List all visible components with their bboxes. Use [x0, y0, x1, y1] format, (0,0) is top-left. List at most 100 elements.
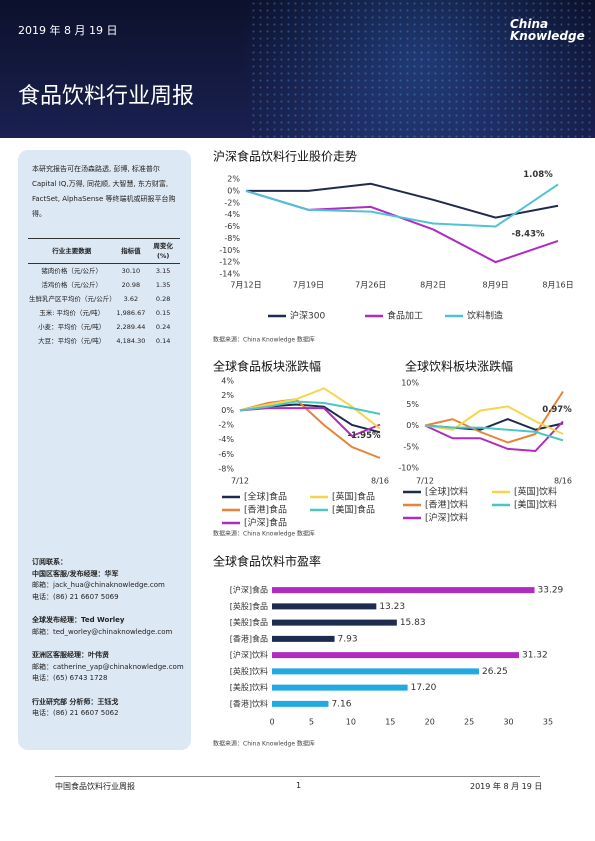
- y-tick-label: [美股]食品: [230, 617, 268, 627]
- legend-label: [英国]食品: [332, 491, 375, 503]
- y-tick-label: -12%: [219, 258, 240, 267]
- contact-role: 订阅联系：: [32, 558, 67, 566]
- bar: [272, 652, 519, 659]
- table-cell: 1.35: [155, 281, 171, 289]
- x-tick-label: 8/16: [554, 477, 572, 486]
- legend-label: 食品加工: [387, 310, 423, 322]
- table-header: 指标值: [115, 238, 147, 264]
- x-tick-label: 20: [425, 718, 435, 727]
- value-label: 1.08%: [523, 170, 553, 180]
- y-tick-label: [美股]饮料: [230, 682, 268, 692]
- contact-role: 中国区客服/发布经理：华军: [32, 569, 119, 578]
- value-label: 26.25: [482, 667, 508, 677]
- table-header: 行业主要数据: [28, 238, 116, 264]
- legend-label: [美国]食品: [332, 504, 375, 516]
- x-tick-label: 30: [503, 718, 513, 727]
- y-tick-label: 0%: [221, 406, 234, 415]
- contact-line: 电话：(86) 21 6607 5069: [32, 592, 119, 601]
- dot-pattern: [250, 0, 595, 138]
- value-label: 15.83: [400, 618, 426, 628]
- x-tick-label: 8月9日: [483, 281, 509, 290]
- table-cell: 0.28: [155, 295, 171, 303]
- x-tick-label: 7月12日: [230, 281, 261, 290]
- value-label: 33.29: [538, 586, 564, 596]
- page-title: 食品饮料行业周报: [18, 84, 195, 109]
- table-cell: 猪肉价格（元/公斤）: [41, 267, 103, 275]
- contact-role: 行业研究部 分析师：王钰戈: [32, 697, 119, 706]
- footer-rule: [55, 776, 540, 777]
- table-header: 周变化(%): [146, 238, 180, 264]
- y-tick-label: 0%: [227, 186, 240, 195]
- x-tick-label: 35: [543, 718, 553, 727]
- legend-label: [全球]食品: [244, 491, 287, 503]
- legend-label: [英国]饮料: [514, 486, 557, 498]
- table-row: 活鸡价格（元/公斤） 20.98 1.35: [28, 278, 180, 292]
- y-tick-label: [香港]饮料: [230, 698, 268, 708]
- y-tick-label: [沪深]食品: [230, 585, 268, 595]
- table-row: 大豆：平均价（元/吨） 4,184.30 0.14: [28, 334, 180, 348]
- value-label: 7.93: [338, 634, 358, 644]
- y-tick-label: -2%: [224, 198, 240, 207]
- chart-title: 沪深食品饮料行业股价走势: [213, 149, 357, 164]
- table-cell: 0.14: [155, 337, 171, 345]
- source-note: 数据来源：China Knowledge 数据库: [213, 740, 315, 748]
- x-tick-label: 5: [309, 718, 314, 727]
- legend-label: [香港]饮料: [425, 499, 468, 511]
- table-cell: 1,986.67: [116, 309, 146, 317]
- value-label: -1.95%: [347, 431, 380, 441]
- x-tick-label: 7/12: [416, 477, 434, 486]
- series-line: [245, 189, 559, 264]
- bar: [272, 603, 377, 610]
- table-cell: 20.98: [121, 281, 141, 289]
- y-tick-label: -10%: [398, 464, 419, 473]
- series-line: [424, 405, 564, 435]
- x-tick-label: 0: [269, 718, 274, 727]
- y-tick-label: [香港]食品: [230, 633, 268, 643]
- series-line: [245, 183, 559, 228]
- header-date: 2019 年 8 月 19 日: [18, 24, 118, 37]
- legend-label: [沪深]饮料: [425, 512, 468, 524]
- y-tick-label: [英股]食品: [230, 601, 268, 611]
- series-line: [239, 398, 381, 459]
- y-tick-label: -5%: [403, 442, 419, 451]
- series-line: [424, 420, 564, 453]
- contact-line: 电话：(86) 21 6607 5062: [32, 709, 119, 717]
- bar: [272, 700, 329, 707]
- contact-line: 邮箱：catherine_yap@chinaknowledge.com: [32, 662, 184, 671]
- series-line: [239, 407, 381, 438]
- table-cell: 0.24: [155, 323, 171, 331]
- x-tick-label: 10: [346, 718, 356, 727]
- y-tick-label: 5%: [406, 400, 419, 409]
- legend-label: [香港]食品: [244, 504, 287, 516]
- y-tick-label: -14%: [219, 270, 240, 279]
- contact-line: 电话：(65) 6743 1728: [32, 674, 108, 682]
- legend-label: 沪深300: [290, 310, 325, 322]
- table-cell: 30.10: [121, 267, 141, 275]
- x-tick-label: 8/16: [371, 477, 389, 486]
- legend-label: [沪深]食品: [244, 517, 287, 529]
- y-tick-label: [英股]饮料: [230, 666, 268, 676]
- sidebar: 本研究报告可在汤森路透, 彭博, 标准普尔 Capital IQ,万得, 同花顺…: [18, 150, 191, 750]
- y-tick-label: -6%: [218, 450, 234, 459]
- y-tick-label: 2%: [221, 391, 234, 400]
- data-table: 行业主要数据 指标值 周变化(%) 猪肉价格（元/公斤） 30.10 3.15 活鸡价格（元…: [28, 238, 180, 348]
- y-tick-label: [沪深]饮料: [230, 650, 268, 660]
- y-tick-label: -6%: [224, 222, 240, 231]
- x-tick-label: 8月2日: [420, 281, 446, 290]
- logo: China Knowledge: [510, 17, 585, 43]
- y-tick-label: 4%: [221, 377, 234, 386]
- source-note: 数据来源：China Knowledge 数据库: [213, 336, 315, 344]
- bar: [272, 668, 479, 675]
- footer-left: 中国食品饮料行业周报: [55, 782, 135, 791]
- footer-date: 2019 年 8 月 19 日: [470, 782, 543, 791]
- header-banner: [0, 0, 595, 138]
- table-row: 玉米: 平均价（元/吨） 1,986.67 0.15: [28, 306, 180, 320]
- x-tick-label: 15: [385, 718, 395, 727]
- table-cell: 3.62: [123, 295, 139, 303]
- chart-title: 全球饮料板块涨跌幅: [405, 359, 513, 374]
- bar: [272, 684, 408, 691]
- x-tick-label: 7月26日: [355, 281, 386, 290]
- y-tick-label: -4%: [218, 435, 234, 444]
- y-tick-label: -2%: [218, 421, 234, 430]
- table-cell: 生鲜乳产区平均价（元/公斤）: [29, 295, 116, 303]
